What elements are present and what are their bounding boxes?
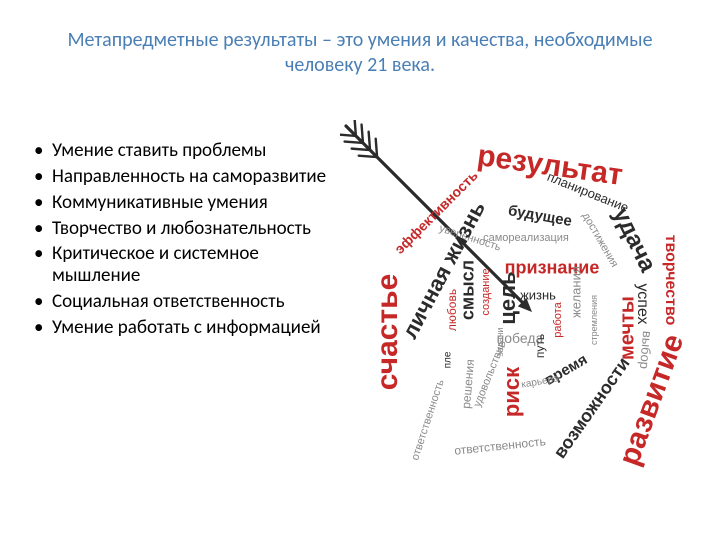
wordcloud: цельжизньпобедасозданиесмыслсаморeализац… [340,120,700,480]
wordcloud-word: желания [569,266,584,318]
bullet-item: Творчество и любознательность [28,218,338,240]
wordcloud-word: любовь [445,289,459,331]
wordcloud-word: путь [533,334,547,358]
bullet-item: Умение ставить проблемы [28,140,338,162]
wordcloud-word: стремления [589,295,599,345]
bullet-item: Направленность на саморазвитие [28,166,338,188]
bullet-item: Умение работать с информацией [28,317,338,339]
wordcloud-word: работа [552,302,564,337]
wordcloud-word: признание [505,258,600,279]
wordcloud-word: жизнь [520,288,556,303]
wordcloud-word: риск [499,367,525,417]
wordcloud-word: смысл [458,260,479,320]
wordcloud-word: творчество [661,235,679,326]
wordcloud-word: пле [443,352,454,369]
slide-title: Метапредметные результаты – это умения и… [40,28,680,78]
slide-title-text: Метапредметные результаты – это умения и… [67,28,652,77]
bullet-item: Критическое и системное мышление [28,243,338,287]
wordcloud-word: цель [495,271,521,324]
bullet-item: Социальная ответственность [28,291,338,313]
wordcloud-word: счастье [371,274,405,391]
wordcloud-word: мечты [617,296,640,360]
wordcloud-word: создание [480,268,492,315]
bullet-item: Коммуникативные умения [28,192,338,214]
bullet-list: Умение ставить проблемы Направленность на… [28,140,338,343]
